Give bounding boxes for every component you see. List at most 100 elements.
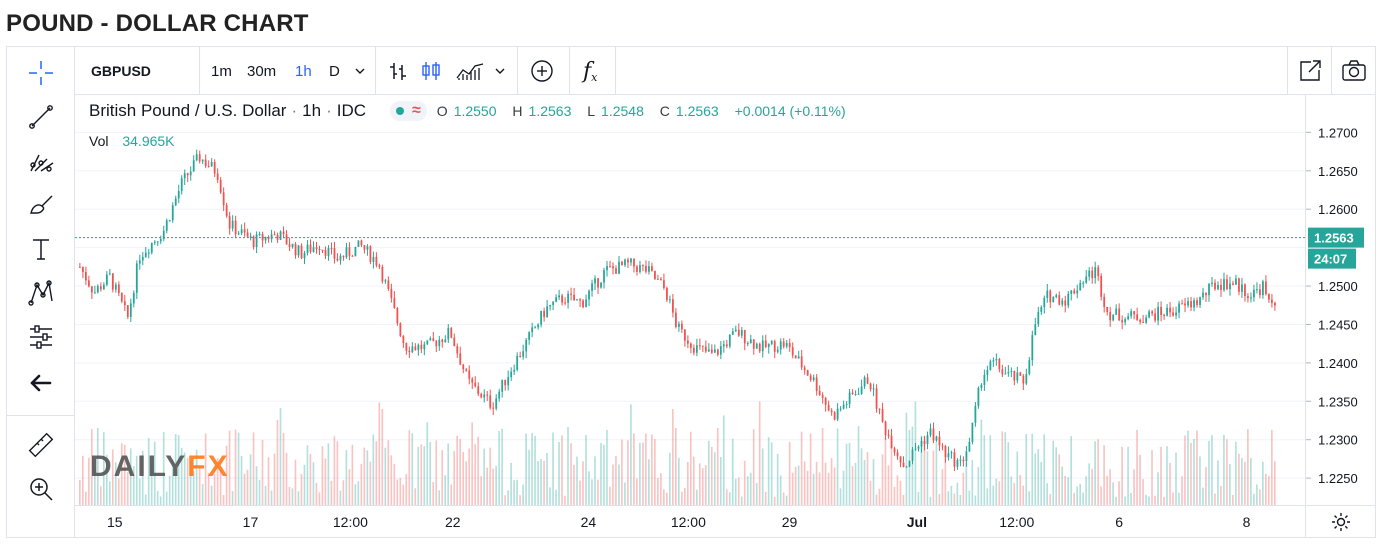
candle-body [390, 288, 393, 298]
volume-bar [998, 481, 1001, 505]
back-arrow-icon [30, 374, 52, 392]
volume-bar [896, 475, 899, 505]
candle-body [911, 449, 914, 461]
candle-body [381, 266, 384, 282]
candle-body [630, 258, 632, 263]
volume-bar [1220, 485, 1222, 505]
market-status-badge[interactable]: ≈ [390, 101, 427, 121]
crosshair-tool-button[interactable] [21, 55, 61, 91]
price-tick-label: 1.2250 [1318, 471, 1358, 486]
brush-tool-button[interactable] [21, 187, 61, 223]
candle-body [642, 265, 644, 267]
candle-body [555, 297, 558, 302]
pattern-tool-button[interactable] [21, 275, 61, 311]
volume-bar [636, 478, 638, 505]
candle-body [1073, 290, 1076, 294]
volume-bar [1268, 476, 1270, 505]
volume-bar [483, 448, 485, 505]
candle-body [1100, 275, 1103, 297]
bar-style-button[interactable] [387, 47, 409, 95]
snapshot-button[interactable] [1341, 47, 1367, 95]
chart-pane[interactable]: British Pound / U.S. Dollar · 1h · IDC ≈… [75, 95, 1305, 505]
volume-bar [1157, 472, 1159, 505]
price-tick-label: 1.2350 [1318, 394, 1358, 409]
candle-body [549, 305, 552, 307]
volume-bar [1109, 469, 1111, 505]
interval-dropdown[interactable] [353, 47, 367, 95]
volume-bar [123, 444, 126, 505]
pitchfork-tool-button[interactable] [21, 143, 61, 179]
candle-body [905, 466, 908, 468]
candle-body [740, 330, 743, 336]
ruler-tool-button[interactable] [21, 427, 61, 463]
volume-bar [710, 446, 713, 505]
volume-bar [767, 437, 770, 505]
candle-body [1013, 370, 1016, 381]
candle-body [881, 409, 884, 422]
volume-bar [1175, 452, 1177, 505]
volume-bar [965, 462, 968, 505]
candle-body [657, 278, 659, 280]
compare-add-button[interactable] [529, 47, 555, 95]
candle-body [186, 173, 189, 176]
candle-body [432, 338, 435, 341]
candle-body [558, 295, 560, 298]
candle-body [737, 329, 740, 336]
volume-bar [501, 428, 503, 505]
volume-bar [695, 489, 698, 505]
candle-body [213, 162, 216, 174]
volume-bar [132, 466, 135, 505]
volume-bar [525, 433, 527, 505]
chart-type-dropdown[interactable] [493, 47, 507, 95]
volume-bar [974, 495, 977, 505]
hide-toolbar-button[interactable] [21, 365, 61, 401]
interval-1h[interactable]: 1h [295, 62, 312, 80]
interval-30m[interactable]: 30m [247, 62, 277, 80]
popout-button[interactable] [1297, 47, 1323, 95]
volume-bar [366, 450, 369, 505]
volume-bar [1070, 436, 1072, 505]
ruler-icon [28, 432, 54, 458]
candle-body [860, 386, 863, 394]
trendline-tool-button[interactable] [21, 99, 61, 135]
time-axis[interactable]: 15 17 12:00 22 24 12:00 29 Jul 12:00 6 8 [75, 505, 1305, 537]
symbol-search-button[interactable]: GBPUSD [91, 63, 151, 79]
candle-body [273, 234, 276, 236]
candle-body [438, 339, 441, 347]
volume-bar [675, 428, 677, 505]
candle-style-button[interactable] [419, 47, 443, 95]
candle-body [1148, 311, 1151, 318]
indicators-button[interactable] [455, 47, 485, 95]
candle-body [1157, 306, 1159, 321]
candle-body [486, 394, 489, 396]
volume-bar [417, 447, 420, 505]
candle-body [791, 347, 794, 356]
volume-bar [863, 459, 866, 505]
candle-body [240, 229, 243, 234]
candle-body [318, 248, 321, 250]
candle-body [351, 255, 354, 257]
candle-body [1175, 312, 1177, 316]
candle-body [357, 240, 360, 247]
volume-bar [504, 495, 506, 505]
volume-bar [261, 439, 264, 505]
volume-bar [1169, 462, 1171, 505]
candle-body [648, 266, 650, 272]
zoom-in-button[interactable] [21, 471, 61, 507]
interval-1m[interactable]: 1m [211, 62, 232, 80]
volume-bar [102, 432, 105, 505]
price-axis[interactable]: 1.2700 1.2650 1.2600 1.2500 1.2450 1.2400 1.23… [1305, 95, 1375, 505]
add-icon [531, 60, 553, 82]
candle-body [465, 369, 468, 371]
interval-d[interactable]: D [329, 62, 340, 80]
candle-body [471, 378, 474, 383]
text-tool-button[interactable] [21, 231, 61, 267]
volume-bar [773, 496, 776, 505]
volume-bar [471, 422, 473, 505]
candle-body [887, 435, 890, 437]
chart-settings-button[interactable] [1305, 505, 1375, 537]
candle-body [339, 255, 342, 261]
measure-settings-button[interactable] [21, 319, 61, 355]
candle-body [201, 159, 204, 162]
